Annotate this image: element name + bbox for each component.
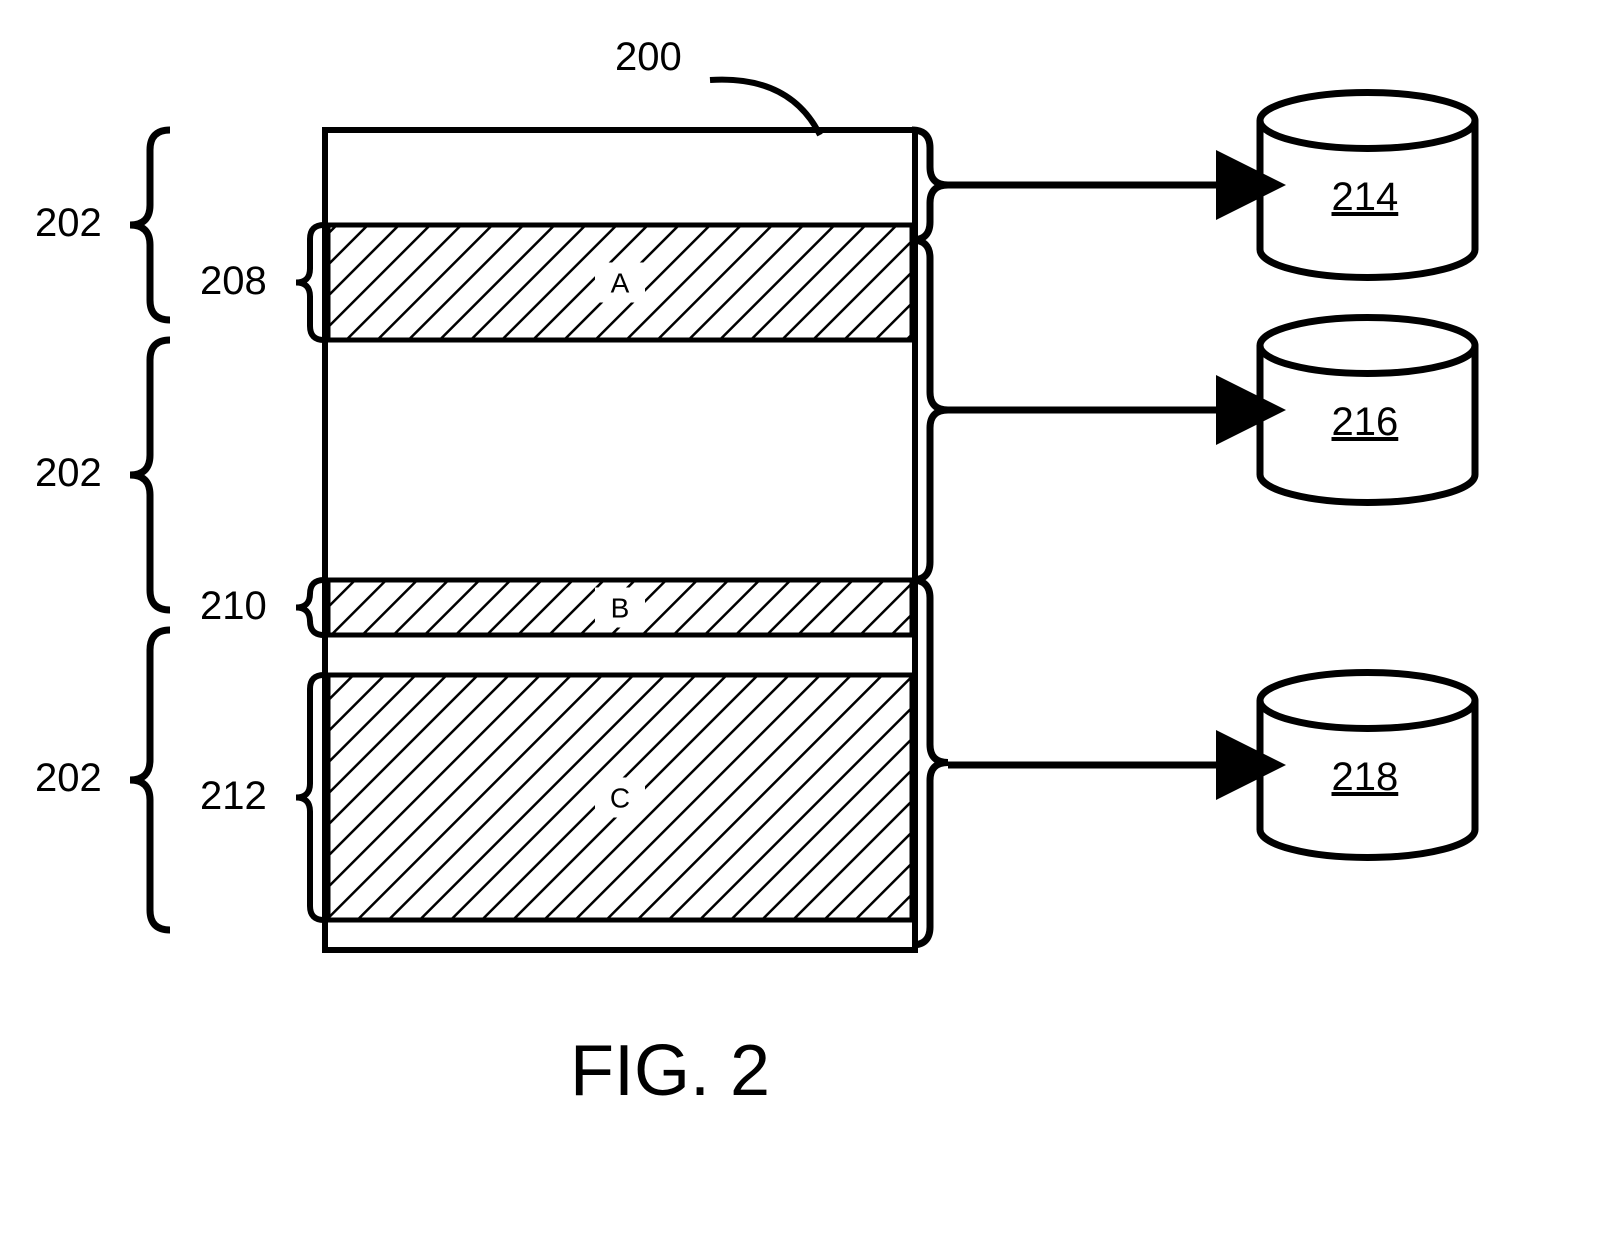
brace-label-208: 208 — [200, 259, 267, 304]
figure-caption: FIG. 2 — [570, 1030, 770, 1112]
database-label-1: 216 — [1332, 400, 1399, 445]
region-label-A: A — [611, 268, 630, 299]
database-label-0: 214 — [1332, 175, 1399, 220]
database-label-2: 218 — [1332, 755, 1399, 800]
region-label-B: B — [611, 593, 630, 624]
figure-ref-label: 200 — [615, 35, 682, 80]
region-label-C: C — [610, 783, 630, 814]
brace-label-210: 210 — [200, 584, 267, 629]
brace-label-212: 212 — [200, 774, 267, 819]
outer-brace-label-1: 202 — [35, 451, 102, 496]
outer-brace-label-2: 202 — [35, 756, 102, 801]
outer-brace-label-0: 202 — [35, 201, 102, 246]
